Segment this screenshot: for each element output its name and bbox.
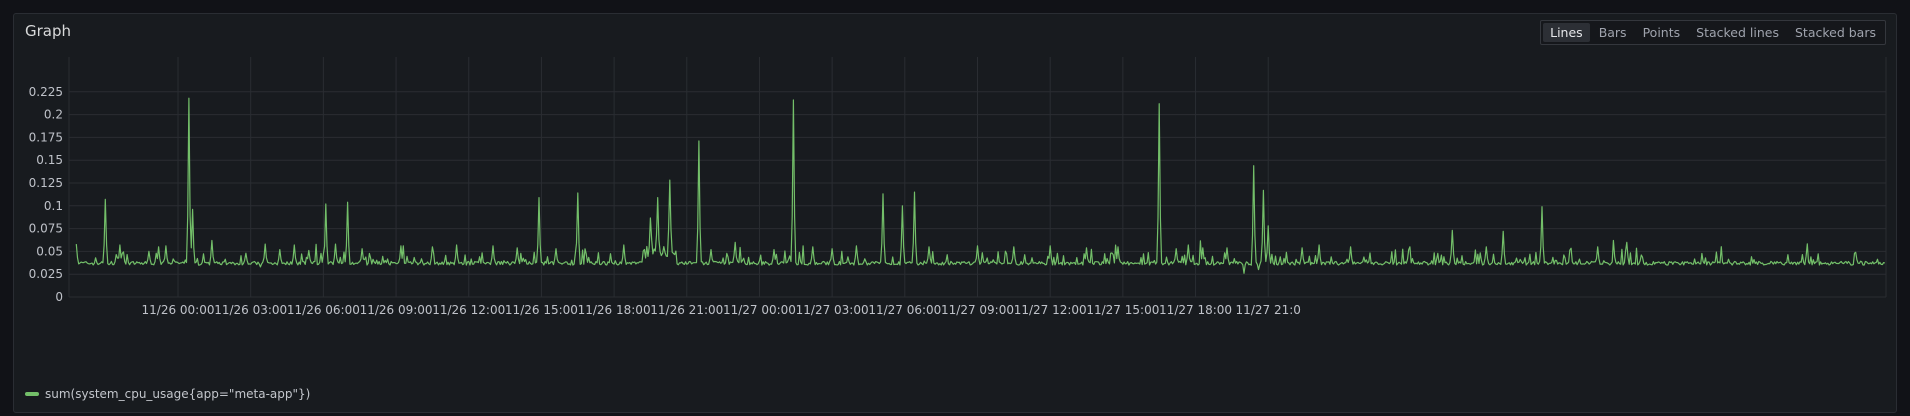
toggle-bars[interactable]: Bars	[1598, 25, 1627, 40]
toggle-stacked-lines[interactable]: Stacked lines	[1696, 25, 1779, 40]
x-tick-label: 11/27 18:00	[1159, 303, 1232, 317]
legend-series-label: sum(system_cpu_usage{app="meta-app"})	[45, 387, 311, 401]
x-tick-label: 11/26 12:00	[432, 303, 505, 317]
y-tick-label: 0.025	[29, 267, 63, 281]
visualization-toggle: Lines Bars Points Stacked lines Stacked …	[1540, 20, 1886, 45]
y-tick-label: 0.2	[44, 108, 63, 122]
y-tick-label: 0	[55, 290, 63, 304]
x-tick-label: 11/26 09:00	[360, 303, 433, 317]
y-tick-label: 0.075	[29, 222, 63, 236]
chart-grid	[68, 57, 1887, 298]
x-tick-label: 11/27 09:00	[941, 303, 1014, 317]
y-tick-label: 0.225	[29, 85, 63, 99]
x-tick-label: 11/27 03:00	[796, 303, 869, 317]
y-tick-label: 0.15	[36, 153, 63, 167]
x-tick-label: 11/27 15:00	[1086, 303, 1159, 317]
x-tick-label: 11/26 03:00	[214, 303, 287, 317]
x-tick-label: 11/27 12:00	[1014, 303, 1087, 317]
y-tick-label: 0.1	[44, 199, 63, 213]
y-tick-label: 0.125	[29, 176, 63, 190]
x-tick-label: 11/26 06:00	[287, 303, 360, 317]
x-tick-label: 11/26 15:00	[505, 303, 578, 317]
y-axis-ticks: 0 0.025 0.05 0.075 0.1 0.125 0.15 0.175 0.2 0.225	[29, 85, 63, 304]
x-tick-label: 11/26 21:00	[650, 303, 723, 317]
toggle-points[interactable]: Points	[1642, 25, 1681, 40]
legend[interactable]: sum(system_cpu_usage{app="meta-app"})	[25, 387, 310, 401]
panel-title: Graph	[25, 22, 72, 40]
toggle-lines[interactable]: Lines	[1543, 23, 1590, 42]
x-axis-ticks: 11/26 00:00 11/26 03:00 11/26 06:00 11/26 0…	[142, 303, 1301, 317]
toggle-stacked-bars[interactable]: Stacked bars	[1794, 25, 1876, 40]
x-tick-label: 11/27 00:00	[723, 303, 796, 317]
y-tick-label: 0.05	[36, 244, 63, 258]
x-tick-label: 11/26 18:00	[578, 303, 651, 317]
x-tick-label: 11/27 06:00	[868, 303, 941, 317]
y-tick-label: 0.175	[29, 130, 63, 144]
legend-color-swatch	[25, 392, 39, 396]
series-line	[75, 97, 1886, 274]
x-tick-label: 11/27 21:0	[1236, 303, 1301, 317]
cpu-usage-chart: 0 0.025 0.05 0.075 0.1 0.125 0.15 0.175 0.2 0.225…	[29, 57, 1887, 317]
x-tick-label: 11/26 00:00	[142, 303, 215, 317]
graph-panel: Graph Lines Bars Points Stacked lines St…	[13, 13, 1897, 413]
